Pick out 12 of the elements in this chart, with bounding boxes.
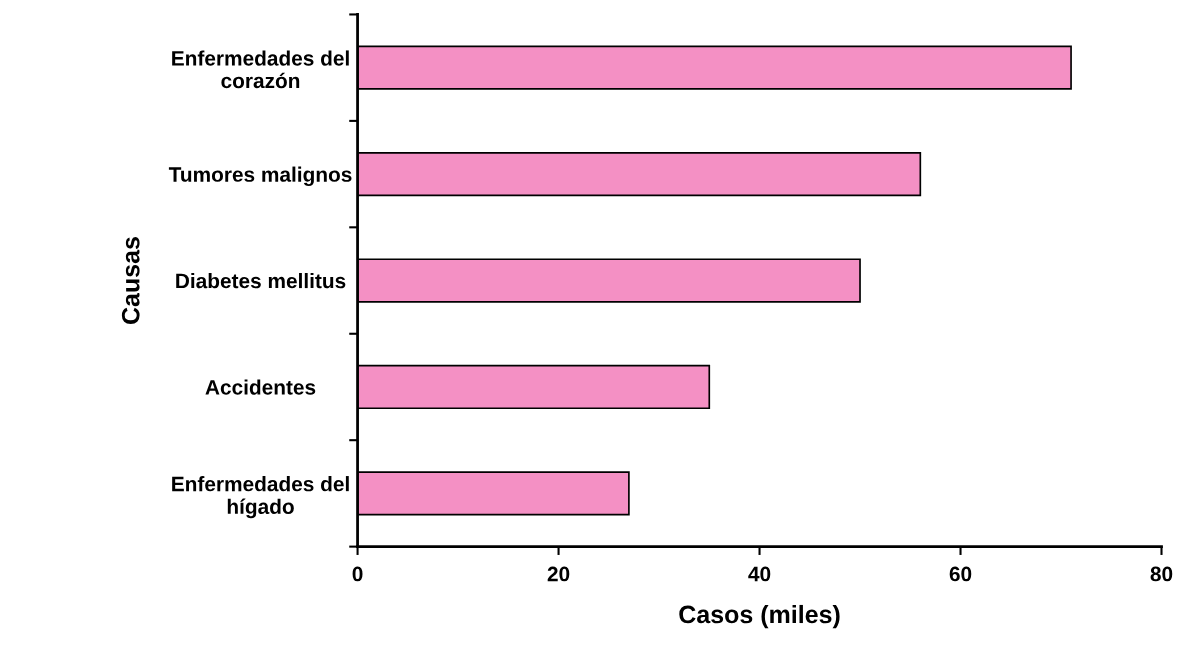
x-tick-label: 80 (1150, 566, 1173, 582)
y-tick-label: Diabetes mellitus (176, 272, 346, 289)
x-tick-label: 60 (949, 566, 972, 582)
y-tick-label: Accidentes (205, 379, 316, 395)
x-axis-title: Casos (miles) (679, 604, 840, 629)
x-tick-label: 40 (748, 566, 771, 582)
x-tick-label: 20 (547, 566, 570, 582)
y-tick-label: Enfermedades del hígado (172, 476, 349, 519)
y-tick-label: Enfermedades del corazón (172, 50, 349, 89)
y-axis-title: Causas (121, 237, 140, 324)
x-tick-label: 0 (352, 566, 363, 582)
y-tick-label: Tumores malignos (168, 166, 352, 187)
